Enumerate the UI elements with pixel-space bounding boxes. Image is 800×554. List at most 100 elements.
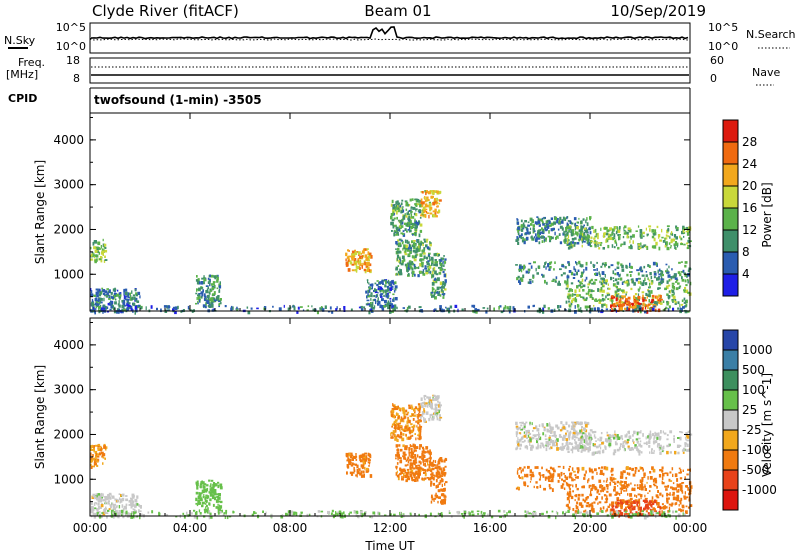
velocity-echo-cell (431, 407, 434, 410)
power-echo-cell (393, 233, 396, 237)
power-echo-cell (580, 228, 583, 232)
power-echo-cell (615, 297, 618, 302)
velocity-echo-cell (402, 437, 405, 442)
power-echo-cell (419, 263, 422, 267)
power-y-tick-label: 4000 (53, 133, 84, 147)
power-echo-cell (642, 298, 645, 302)
velocity-echo-cell (134, 505, 136, 508)
power-echo-cell (589, 218, 591, 221)
velocity-echo-cell (588, 484, 591, 489)
power-echo-cell (653, 237, 656, 242)
velocity-echo-cell (548, 438, 551, 441)
power-echo-cell (400, 210, 403, 214)
velocity-echo-cell (195, 502, 198, 505)
power-echo-cell (627, 227, 631, 231)
velocity-echo-cell (573, 428, 576, 431)
power-echo-cell (335, 308, 338, 311)
velocity-echo-cell (670, 503, 673, 507)
velocity-echo-cell (585, 496, 588, 500)
power-echo-cell (600, 265, 603, 268)
power-echo-cell (520, 219, 523, 223)
velocity-echo-cell (434, 411, 437, 416)
velocity-echo-cell (529, 469, 532, 473)
velocity-echo-cell (432, 394, 434, 397)
power-echo-cell (555, 235, 558, 238)
power-echo-cell (647, 264, 650, 267)
power-echo-cell (209, 283, 211, 287)
velocity-echo-cell (439, 496, 441, 499)
power-echo-cell (431, 286, 434, 291)
velocity-echo-cell (644, 488, 647, 491)
velocity-echo-cell (601, 441, 604, 445)
velocity-echo-cell (97, 493, 101, 496)
power-echo-cell (426, 204, 429, 208)
velocity-echo-cell (572, 434, 575, 438)
power-echo-cell (646, 310, 649, 314)
velocity-echo-cell (575, 436, 578, 439)
power-echo-cell (364, 269, 367, 274)
power-echo-cell (602, 289, 605, 293)
power-echo-cell (625, 291, 628, 294)
power-echo-cell (532, 280, 534, 283)
power-echo-cell (212, 293, 215, 296)
velocity-echo-cell (554, 436, 557, 439)
power-echo-cell (657, 234, 661, 238)
power-echo-cell (648, 265, 651, 268)
power-echo-cell (101, 289, 104, 292)
power-echo-cell (396, 250, 399, 254)
power-echo-cell (406, 268, 409, 273)
velocity-echo-cell (439, 479, 442, 484)
velocity-echo-cell (599, 469, 603, 474)
power-echo-cell (512, 306, 515, 310)
velocity-echo-cell (549, 425, 552, 429)
power-echo-cell (620, 243, 624, 246)
power-echo-cell (370, 302, 372, 305)
power-echo-cell (415, 266, 419, 269)
power-echo-cell (589, 231, 592, 235)
velocity-echo-cell (571, 426, 574, 429)
velocity-echo-cell (574, 423, 576, 427)
velocity-echo-cell (639, 466, 642, 470)
power-echo-cell (581, 230, 584, 233)
power-echo-cell (408, 215, 411, 220)
power-echo-cell (369, 283, 373, 287)
power-echo-cell (351, 263, 355, 266)
velocity-echo-cell (406, 429, 410, 431)
power-echo-cell (667, 295, 671, 299)
power-echo-cell (551, 280, 555, 282)
velocity-echo-cell (212, 503, 215, 507)
power-echo-cell (377, 297, 379, 301)
power-echo-cell (668, 278, 671, 282)
power-echo-cell (208, 291, 211, 295)
power-echo-cell (347, 268, 351, 272)
power-echo-cell (118, 292, 122, 296)
velocity-echo-cell (396, 422, 398, 426)
velocity-echo-cell (669, 492, 671, 496)
velocity-echo-cell (646, 441, 648, 446)
velocity-echo-cell (656, 485, 658, 489)
power-echo-cell (554, 231, 556, 236)
power-echo-cell (558, 221, 560, 224)
velocity-echo-cell (637, 493, 641, 496)
power-echo-cell (102, 305, 104, 309)
power-echo-cell (601, 271, 605, 275)
power-echo-cell (435, 291, 439, 294)
velocity-echo-cell (405, 433, 407, 437)
power-echo-cell (209, 280, 211, 285)
power-echo-cell (207, 294, 210, 299)
velocity-echo-cell (430, 480, 433, 485)
power-echo-cell (407, 210, 409, 215)
velocity-echo-cell (551, 443, 555, 447)
power-echo-cell (302, 309, 305, 312)
power-echo-cell (516, 277, 519, 281)
power-echo-cell (123, 290, 125, 294)
power-echo-cell (293, 306, 296, 311)
power-echo-cell (371, 301, 374, 306)
power-echo-cell (117, 303, 120, 306)
power-echo-cell (411, 273, 414, 277)
power-echo-cell (601, 298, 604, 300)
power-echo-cell (94, 302, 97, 305)
velocity-echo-cell (109, 497, 112, 500)
power-echo-cell (583, 227, 587, 230)
velocity-echo-cell (678, 471, 682, 474)
